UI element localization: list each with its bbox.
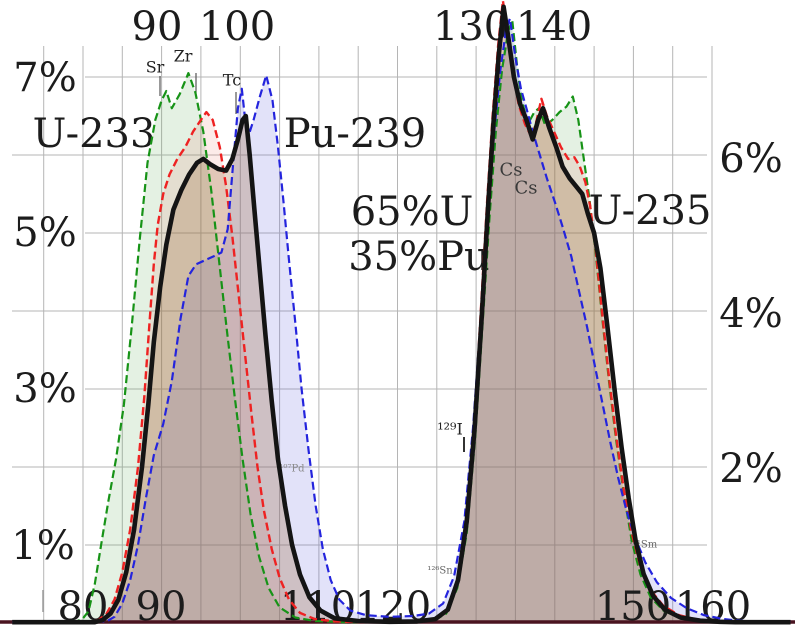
right-tick-2pct: 2% — [719, 446, 782, 492]
annotation-tc: Tc — [223, 71, 241, 90]
legend-u233: U-233 — [33, 111, 156, 157]
area-65-u-35-pu — [12, 6, 791, 624]
area-u-233 — [12, 20, 791, 624]
left-tick-7pct: 7% — [13, 55, 76, 101]
bottom-tick-90: 90 — [136, 584, 187, 630]
curve-lines — [12, 0, 791, 625]
annotation-i129: ¹²⁹I — [437, 420, 463, 439]
annotation-cs137: Cs — [514, 178, 537, 199]
curve-65-u-35-pu — [12, 4, 791, 625]
area-pu-239 — [12, 18, 791, 623]
top-tick-130: 130 — [433, 4, 509, 50]
gridlines — [12, 46, 713, 621]
left-tick-3pct: 3% — [13, 366, 76, 412]
curve-pu-239 — [12, 17, 791, 624]
annotation-zr: Zr — [174, 47, 193, 66]
annotation-cs135: Cs — [499, 160, 522, 181]
top-tick-140: 140 — [516, 4, 592, 50]
annotation-sn126: ¹²⁶Sn — [427, 566, 453, 577]
legend-mix-line1: 65%U — [351, 189, 474, 235]
legend-pu239: Pu-239 — [284, 111, 427, 157]
annotation-sr: Sr — [146, 58, 165, 77]
legend-u235: U-235 — [589, 188, 712, 234]
top-tick-90: 90 — [132, 4, 183, 50]
top-tick-100: 100 — [199, 4, 275, 50]
annotation-sm151: ¹⁵¹Sm — [629, 540, 658, 551]
left-tick-5pct: 5% — [13, 210, 76, 256]
right-tick-4pct: 4% — [719, 291, 782, 337]
right-tick-6pct: 6% — [719, 136, 782, 182]
legend-mix-line2: 35%Pu — [348, 234, 490, 280]
left-tick-1pct: 1% — [11, 523, 74, 569]
annotation-pd107: ¹⁰⁷Pd — [279, 464, 305, 475]
